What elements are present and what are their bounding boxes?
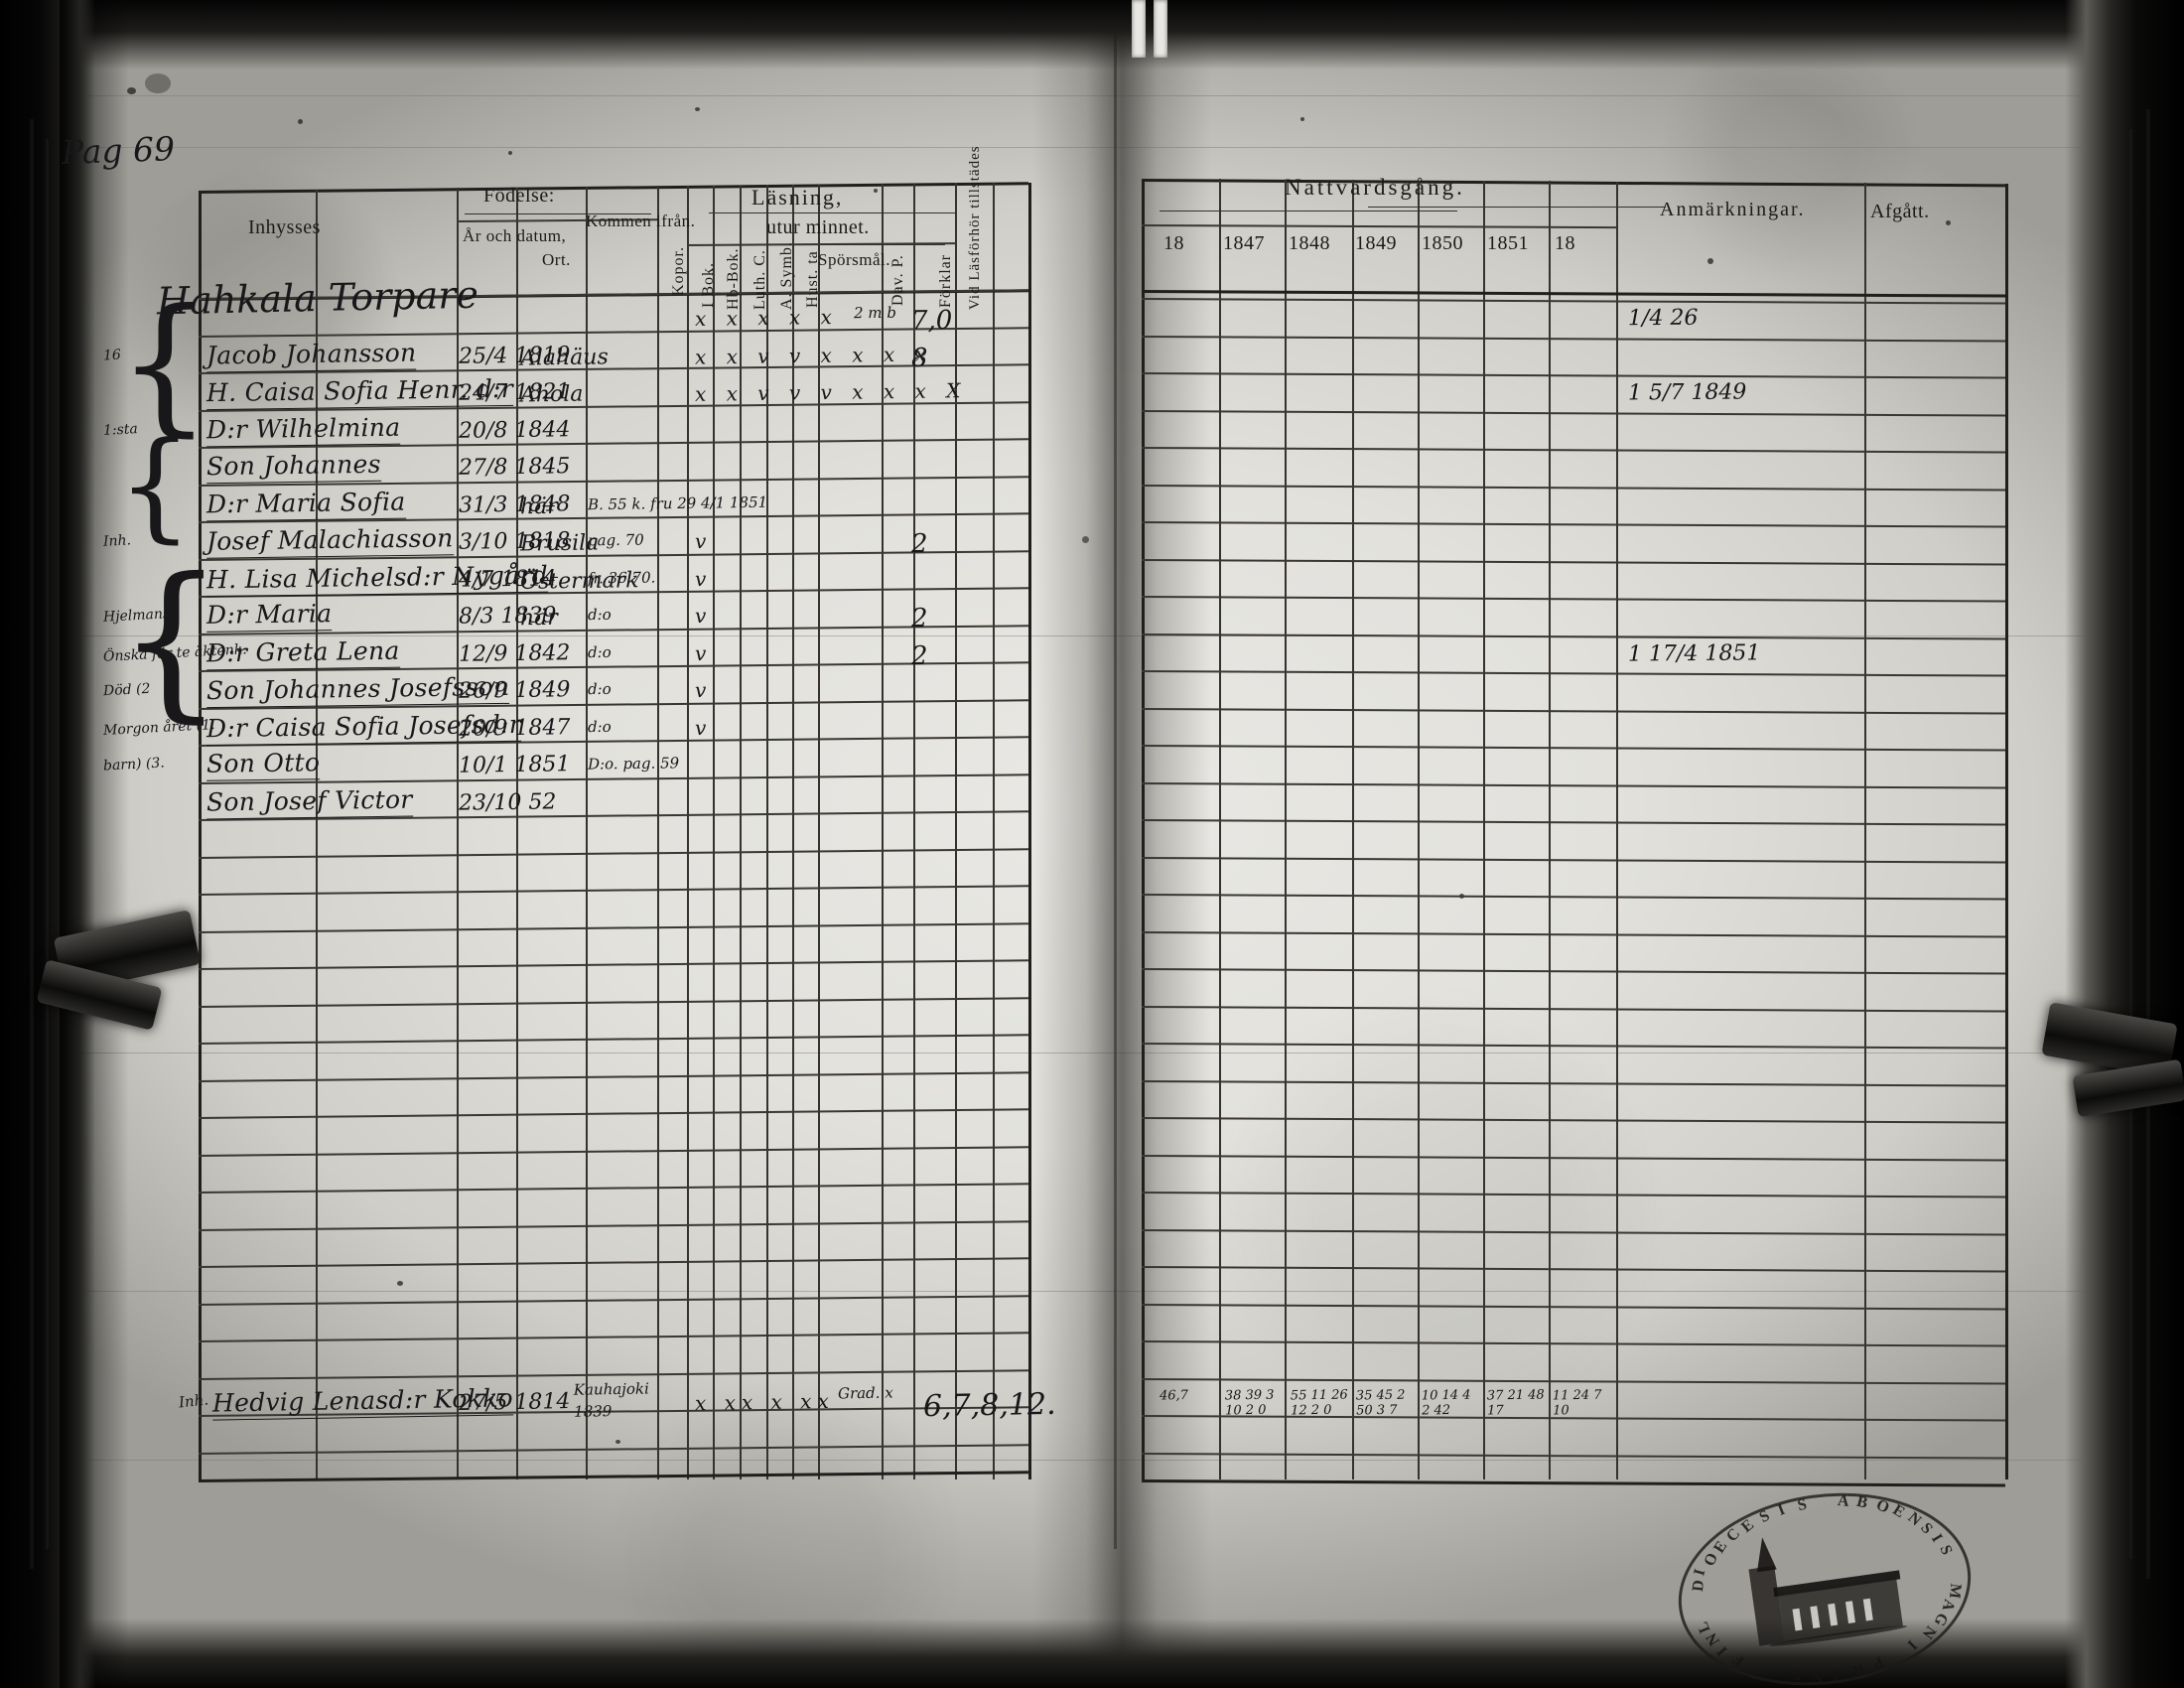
- entry-name-6: Josef Malachiasson: [205, 523, 454, 559]
- header-birth-place: Ort.: [542, 250, 571, 269]
- header-reading-col-0: I Bok.: [700, 262, 717, 308]
- left-binding-shadow: [60, 0, 129, 1688]
- header-reading-sub: utur minnet.: [766, 216, 870, 238]
- entry-came-from-9: d:o: [587, 642, 612, 661]
- entry-birth-date-11: 20/9 1847: [458, 714, 571, 742]
- header-birth-group: Födelse:: [483, 185, 555, 207]
- entry-reading-marks-7: v: [694, 566, 714, 591]
- entry-birth-date-4: 27/8 1845: [458, 454, 571, 481]
- header-year-2: 1848: [1289, 232, 1330, 254]
- entry-reading-marks-8: v: [694, 603, 714, 629]
- entry-reading-marks-10: v: [694, 677, 714, 703]
- entry-reading-marks-1: x x v v x x x x: [694, 341, 933, 369]
- entry-notes-9: 1 17/4 1851: [1627, 639, 1761, 667]
- header-reading-col-5: Spörsmål.: [818, 250, 890, 269]
- header-departed: Afgått.: [1870, 201, 1930, 222]
- entry-birth-date-9: 12/9 1842: [458, 639, 571, 667]
- entry-came-from-8: d:o: [587, 605, 612, 625]
- entry-reading-marks-0: x x x x x: [694, 304, 839, 332]
- bottom-entry-communion-0: 46,7: [1159, 1388, 1189, 1404]
- header-reading-col-2: Luth. C.: [751, 249, 768, 310]
- entry-came-from-7: fr. 36 70.: [587, 568, 656, 587]
- entry-birth-place-2: Ahola: [519, 381, 584, 408]
- entry-birth-date-10: 26/9 1849: [458, 677, 571, 704]
- header-year-6: 18: [1555, 232, 1575, 254]
- top-shadow: [0, 0, 2184, 70]
- entry-came-from-12: D:o. pag. 59: [587, 754, 680, 774]
- entry-notes-0: 1/4 26: [1627, 305, 1699, 332]
- bottom-entry-communion-6: 11 24 7 10: [1552, 1387, 1602, 1419]
- gutter-center-line: [1114, 30, 1117, 1549]
- entry-birth-date-3: 20/8 1844: [458, 416, 571, 444]
- bottom-entry-communion-2: 55 11 26 12 2 0: [1290, 1387, 1348, 1419]
- bottom-entry-reading-marks: x xx x xx: [694, 1388, 835, 1416]
- header-birth-year: År och datum,: [463, 226, 566, 245]
- entry-reading-marks-2: x x v v v x x x X: [694, 378, 968, 406]
- bottom-entry-came-from: Kauhajoki 1839: [573, 1379, 649, 1421]
- entry-reading-extra-0: 2 m b: [853, 303, 897, 323]
- bottom-entry-attendance: 6,7,8,12.: [922, 1386, 1056, 1425]
- entry-attendance-1: 8: [910, 343, 928, 373]
- entry-birth-place-5: här: [519, 493, 558, 519]
- header-reading-col-6: Dav. P.: [889, 254, 906, 306]
- entry-attendance-0: 7,0: [910, 305, 953, 337]
- entry-birth-place-1: Alahäus: [519, 344, 609, 371]
- header-year-3: 1849: [1355, 232, 1397, 254]
- family-brace-1: {: [117, 417, 194, 555]
- entry-came-from-10: d:o: [587, 679, 612, 699]
- entry-name-1: Jacob Johansson: [205, 338, 417, 372]
- bottom-entry-order: Inh.: [178, 1390, 209, 1412]
- bottom-entry-communion-4: 10 14 4 2 42: [1421, 1387, 1471, 1419]
- entry-name-4: Son Johannes: [205, 449, 381, 485]
- bottom-entry-communion-1: 38 39 3 10 2 0: [1224, 1387, 1275, 1419]
- entry-birth-date-13: 23/10 52: [458, 788, 557, 816]
- header-year-1: 1847: [1223, 232, 1265, 254]
- spine-tab-left: [1132, 0, 1146, 58]
- entry-came-from-6: pag. 70: [587, 530, 644, 550]
- right-binding-edge: [2065, 0, 2184, 1688]
- header-notes: Anmärkningar.: [1660, 199, 1806, 220]
- entry-attendance-6: 2: [910, 528, 928, 560]
- spine-tab-right: [1154, 0, 1167, 58]
- header-came-from: Kommen ifrån.: [586, 211, 696, 230]
- header-attendance: Vid Läsförhör tillstädes: [967, 145, 983, 310]
- entry-order-12: barn) (3.: [102, 755, 166, 774]
- header-reading-group: Läsning,: [751, 185, 844, 210]
- header-year-0: 18: [1163, 232, 1184, 254]
- bottom-entry-birth-date: 27/5 1814: [458, 1389, 571, 1416]
- entry-name-5: D:r Maria Sofia: [205, 487, 406, 521]
- header-vaccination: Kopor.: [670, 246, 687, 296]
- farm-heading: Hahkala Torpare: [156, 272, 479, 324]
- entry-reading-marks-6: v: [694, 528, 714, 554]
- family-brace-2: {: [117, 542, 225, 739]
- header-name-column: Inhysses: [248, 216, 321, 238]
- entry-birth-date-12: 10/1 1851: [458, 752, 571, 778]
- entry-birth-place-8: här: [519, 605, 558, 632]
- entry-came-from-11: d:o: [587, 717, 612, 736]
- family-brace-0: {: [117, 278, 212, 451]
- bottom-entry-reading-extra: Grad. x: [837, 1383, 893, 1403]
- entry-name-3: D:r Wilhelmina: [205, 412, 401, 447]
- entry-notes-2: 1 5/7 1849: [1627, 379, 1747, 406]
- header-year-5: 1851: [1487, 232, 1529, 254]
- bottom-entry-communion-5: 37 21 48 17: [1486, 1387, 1545, 1419]
- entry-reading-marks-11: v: [694, 715, 714, 740]
- entry-name-13: Son Josef Victor: [205, 784, 413, 819]
- entry-reading-marks-9: v: [694, 640, 714, 665]
- header-reading-col-7: Förklar: [937, 253, 954, 308]
- header-reading-col-3: A. Symb.: [778, 241, 795, 310]
- entry-name-8: D:r Maria: [205, 599, 333, 633]
- header-reading-col-1: Hb-Bok.: [725, 247, 742, 310]
- entry-name-12: Son Otto: [205, 748, 321, 781]
- header-communion-group: Nattvardsgång.: [1285, 175, 1465, 200]
- bottom-entry-communion-3: 35 45 2 50 3 7: [1355, 1387, 1406, 1419]
- entry-attendance-8: 2: [910, 603, 928, 634]
- header-year-4: 1850: [1422, 232, 1463, 254]
- entry-attendance-9: 2: [910, 640, 928, 671]
- entry-came-from-5: B. 55 k. fru 29 4/1 1851: [587, 492, 768, 513]
- page-label: Pag 69: [61, 129, 176, 172]
